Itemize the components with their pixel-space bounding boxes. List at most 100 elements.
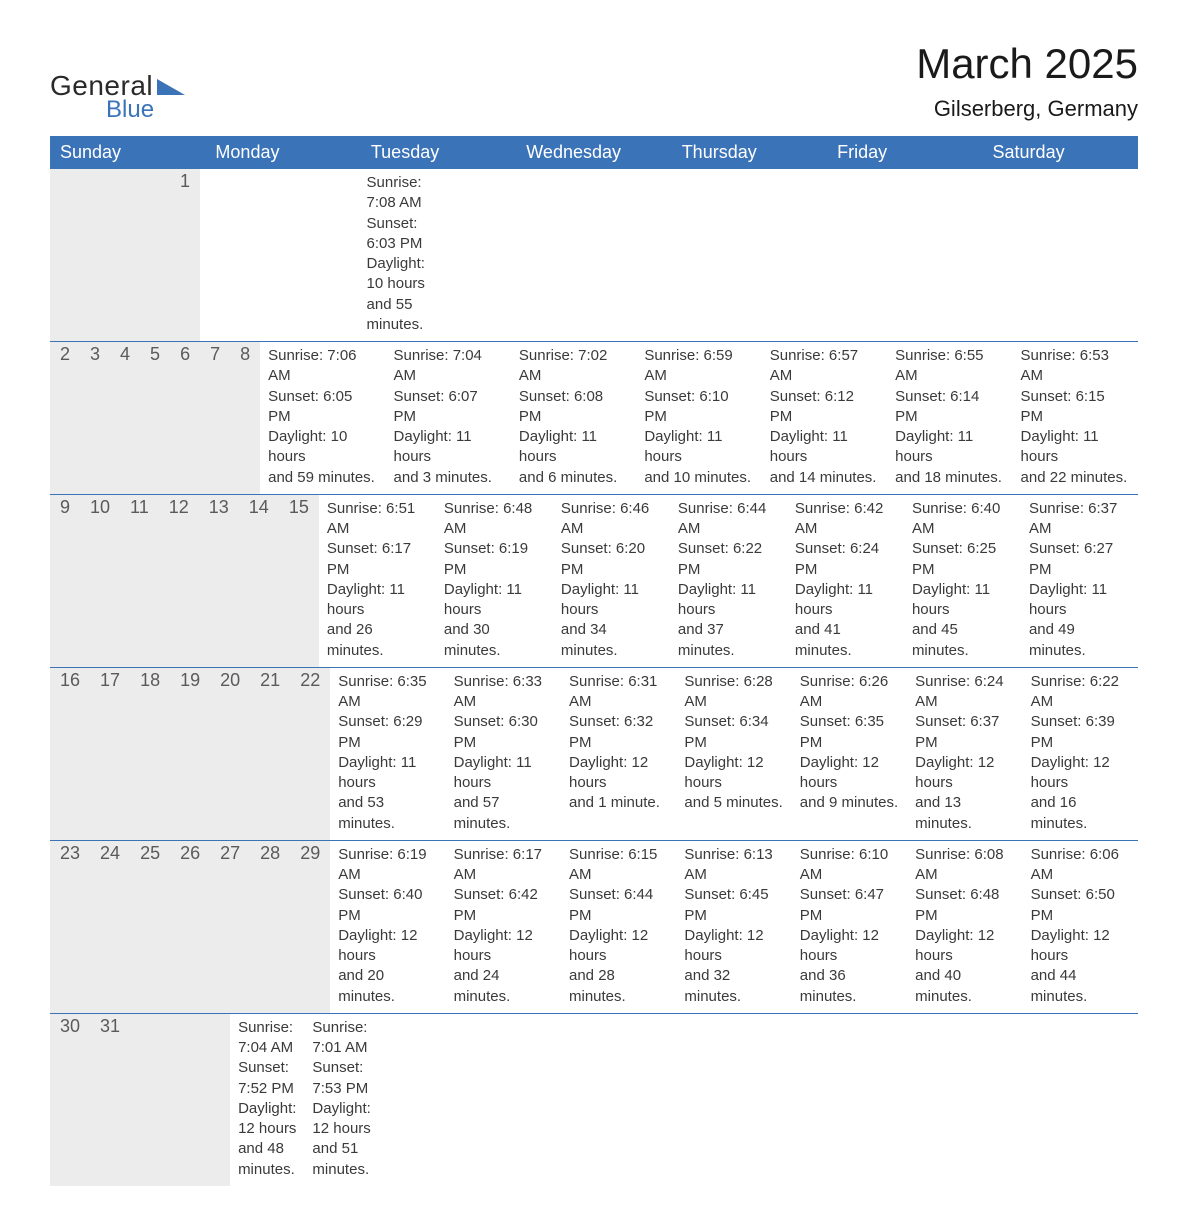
logo-triangle-icon [157,75,185,100]
day-cell: Sunrise: 6:10 AMSunset: 6:47 PMDaylight:… [792,841,907,1013]
daylight-line-1: Daylight: 11 hours [519,427,628,468]
day-cell: Sunrise: 6:46 AMSunset: 6:20 PMDaylight:… [553,495,670,667]
sunset: Sunset: 6:30 PM [454,712,553,753]
sunset: Sunset: 6:10 PM [644,387,753,428]
sunset: Sunset: 6:12 PM [770,387,879,428]
daylight-line-1: Daylight: 12 hours [800,753,899,794]
day-cell: Sunrise: 6:57 AMSunset: 6:12 PMDaylight:… [762,342,887,494]
sunset: Sunset: 6:24 PM [795,539,896,580]
sunset: Sunset: 6:48 PM [915,885,1014,926]
day-cell: Sunrise: 6:42 AMSunset: 6:24 PMDaylight:… [787,495,904,667]
day-number: 19 [170,668,210,840]
day-content-row: Sunrise: 6:51 AMSunset: 6:17 PMDaylight:… [319,495,1138,667]
day-number-row: 3031 [50,1014,230,1186]
weekday-header: Sunday Monday Tuesday Wednesday Thursday… [50,136,1138,169]
sunrise: Sunrise: 6:06 AM [1031,845,1130,886]
daylight-line-1: Daylight: 11 hours [770,427,879,468]
day-cell: Sunrise: 6:24 AMSunset: 6:37 PMDaylight:… [907,668,1022,840]
weekday-thu: Thursday [672,136,827,169]
day-cell [226,169,252,341]
sunset: Sunset: 6:25 PM [912,539,1013,580]
day-number: 1 [170,169,200,341]
daylight-line-1: Daylight: 11 hours [327,580,428,621]
daylight-line-1: Daylight: 11 hours [795,580,896,621]
sunset: Sunset: 6:44 PM [569,885,668,926]
day-cell: Sunrise: 6:28 AMSunset: 6:34 PMDaylight:… [676,668,791,840]
sunset: Sunset: 7:53 PM [312,1058,370,1099]
day-cell: Sunrise: 6:19 AMSunset: 6:40 PMDaylight:… [330,841,445,1013]
daylight-line-1: Daylight: 12 hours [338,926,437,967]
day-number-row: 23242526272829 [50,841,330,1013]
day-number [110,169,130,341]
daylight-line-2: and 26 minutes. [327,620,428,661]
sunset: Sunset: 6:19 PM [444,539,545,580]
week-row: 2345678Sunrise: 7:06 AMSunset: 6:05 PM Da… [50,342,1138,495]
daylight-line-1: Daylight: 11 hours [678,580,779,621]
day-number: 9 [50,495,80,667]
daylight-line-1: Daylight: 10 hours [367,254,425,295]
sunset: Sunset: 6:15 PM [1021,387,1130,428]
daylight-line-2: and 10 minutes. [644,468,753,488]
day-number: 31 [90,1014,130,1186]
daylight-line-2: and 28 minutes. [569,966,668,1007]
daylight-line-2: and 49 minutes. [1029,620,1130,661]
sunset: Sunset: 6:27 PM [1029,539,1130,580]
week-row: 1 Sunrise: 7:08 AMSunset: 6:03 PMDaylight… [50,169,1138,342]
weekday-sun: Sunday [50,136,205,169]
day-cell: Sunrise: 6:22 AMSunset: 6:39 PMDaylight:… [1023,668,1138,840]
day-number: 13 [199,495,239,667]
daylight-line-2: and 32 minutes. [684,966,783,1007]
sunrise: Sunrise: 6:28 AM [684,672,783,713]
day-number-row: 2345678 [50,342,260,494]
daylight-line-2: and 3 minutes. [394,468,503,488]
day-cell: Sunrise: 6:17 AMSunset: 6:42 PMDaylight:… [446,841,561,1013]
sunrise: Sunrise: 6:37 AM [1029,499,1130,540]
sunset: Sunset: 6:32 PM [569,712,668,753]
sunrise: Sunrise: 6:55 AM [895,346,1004,387]
day-cell: Sunrise: 7:02 AMSunset: 6:08 PMDaylight:… [511,342,636,494]
sunset: Sunset: 6:37 PM [915,712,1014,753]
daylight-line-2: and 14 minutes. [770,468,879,488]
daylight-line-2: and 53 minutes. [338,793,437,834]
day-cell: Sunrise: 7:08 AMSunset: 6:03 PMDaylight:… [359,169,433,341]
daylight-line-1: Daylight: 11 hours [644,427,753,468]
daylight-line-2: and 40 minutes. [915,966,1014,1007]
week-row: 3031Sunrise: 7:04 AMSunset: 7:52 PMDayli… [50,1014,1138,1186]
day-number: 10 [80,495,120,667]
daylight-line-2: and 37 minutes. [678,620,779,661]
day-number: 17 [90,668,130,840]
daylight-line-2: and 41 minutes. [795,620,896,661]
daylight-line-1: Daylight: 11 hours [444,580,545,621]
sunset: Sunset: 6:40 PM [338,885,437,926]
sunrise: Sunrise: 7:04 AM [238,1018,296,1059]
sunrise: Sunrise: 7:06 AM [268,346,377,387]
day-number: 11 [120,495,159,667]
logo-text-blue: Blue [106,96,154,124]
daylight-line-1: Daylight: 11 hours [454,753,553,794]
daylight-line-1: Daylight: 11 hours [895,427,1004,468]
sunrise: Sunrise: 6:10 AM [800,845,899,886]
daylight-line-1: Daylight: 12 hours [1031,753,1130,794]
daylight-line-2: and 16 minutes. [1031,793,1130,834]
daylight-line-1: Daylight: 11 hours [338,753,437,794]
daylight-line-2: and 55 minutes. [367,295,425,336]
sunrise: Sunrise: 6:59 AM [644,346,753,387]
day-number: 25 [130,841,170,1013]
day-cell: Sunrise: 6:44 AMSunset: 6:22 PMDaylight:… [670,495,787,667]
daylight-line-1: Daylight: 12 hours [1031,926,1130,967]
daylight-line-1: Daylight: 11 hours [912,580,1013,621]
day-cell: Sunrise: 6:55 AMSunset: 6:14 PMDaylight:… [887,342,1012,494]
sunset: Sunset: 6:05 PM [268,387,377,428]
week-row: 23242526272829Sunrise: 6:19 AMSunset: 6:… [50,841,1138,1014]
day-number [210,1014,230,1186]
day-number: 27 [210,841,250,1013]
day-number: 29 [290,841,330,1013]
header: General Blue March 2025 Gilserberg, Germ… [50,40,1138,124]
day-number: 20 [210,668,250,840]
title-block: March 2025 Gilserberg, Germany [916,40,1138,122]
day-cell [420,1014,461,1186]
day-number: 14 [239,495,279,667]
daylight-line-2: and 45 minutes. [912,620,1013,661]
sunrise: Sunrise: 6:40 AM [912,499,1013,540]
day-number [130,1014,150,1186]
